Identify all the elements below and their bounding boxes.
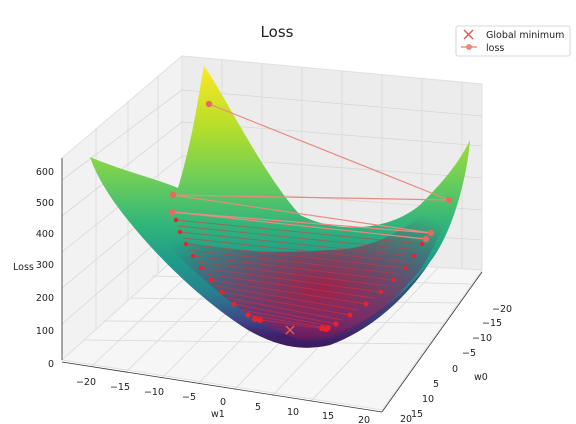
- x-tick-label: 10: [287, 407, 299, 418]
- loss-point: [168, 208, 176, 216]
- loss-trajectory: [168, 100, 453, 335]
- x-tick-label: 0: [220, 397, 226, 408]
- y-tick-label: 0: [452, 364, 458, 375]
- z-tick-label: 100: [36, 326, 54, 337]
- loss-point: [169, 191, 177, 199]
- x-ticks: −20 −15 −10 −5 0 5 10 15 20: [76, 377, 370, 424]
- y-tick-label: 5: [433, 379, 439, 390]
- global-minimum-marker: [285, 325, 295, 335]
- loss-point: [427, 229, 435, 237]
- x-axis-label: w1: [211, 409, 225, 420]
- legend-label: Global minimum: [486, 30, 564, 41]
- x-tick-label: 15: [322, 411, 334, 422]
- legend: Global minimum loss: [455, 25, 571, 57]
- x-axis-line: [61, 361, 383, 413]
- z-tick-label: 200: [36, 293, 54, 304]
- y-tick-label: 10: [422, 394, 434, 405]
- x-tick-label: −5: [182, 392, 196, 403]
- z-ticks: 0 100 200 300 400 500 600: [36, 167, 54, 370]
- chart-title: Loss: [261, 23, 294, 41]
- legend-item-global-minimum: Global minimum: [463, 29, 564, 41]
- trajectory-path: [171, 103, 450, 240]
- surface-front-lip: [248, 262, 430, 348]
- y-tick-label: −15: [482, 318, 502, 329]
- z-tick-label: 600: [36, 167, 54, 178]
- z-tick-label: 300: [36, 260, 54, 271]
- z-tick-label: 500: [36, 198, 54, 209]
- y-tick-label: −20: [492, 304, 512, 315]
- z-tick-label: 400: [36, 229, 54, 240]
- trajectory-dense-dots: [173, 217, 425, 332]
- x-tick-label: 20: [358, 415, 370, 424]
- loss-point: [445, 196, 453, 204]
- x-axis: −20 −15 −10 −5 0 5 10 15 20 w1: [61, 361, 383, 424]
- z-axis: 0 100 200 300 400 500 600 Loss: [13, 158, 63, 370]
- x-tick-label: −15: [110, 382, 130, 393]
- y-axis-line: [381, 271, 483, 413]
- y-axis-label: w0: [474, 372, 488, 383]
- z-axis-label: Loss: [13, 262, 34, 273]
- x-tick-label: 5: [255, 402, 261, 413]
- y-tick-label: 20: [400, 414, 412, 424]
- surface-bowl-shading: [150, 170, 462, 341]
- z-tick-label: 0: [48, 359, 54, 370]
- trajectory-points: [168, 100, 453, 243]
- x-tick-label: −20: [76, 377, 96, 388]
- y-tick-label: −10: [472, 333, 492, 344]
- x-tick-label: −10: [144, 387, 164, 398]
- y-axis: −20 −15 −10 −5 0 5 10 15 20 w0: [381, 271, 512, 424]
- legend-item-loss: loss: [461, 43, 504, 54]
- x-marker-icon: [463, 29, 474, 40]
- line-dot-icon-dot: [466, 44, 472, 50]
- loss-point: [205, 100, 213, 108]
- legend-box: [455, 25, 571, 57]
- y-ticks: −20 −15 −10 −5 0 5 10 15 20: [400, 304, 512, 424]
- y-tick-label: −5: [462, 348, 476, 359]
- loss-point: [422, 235, 430, 243]
- y-tick-label: 15: [411, 409, 423, 420]
- legend-label: loss: [486, 43, 504, 54]
- trajectory-dense-lines: [175, 219, 423, 330]
